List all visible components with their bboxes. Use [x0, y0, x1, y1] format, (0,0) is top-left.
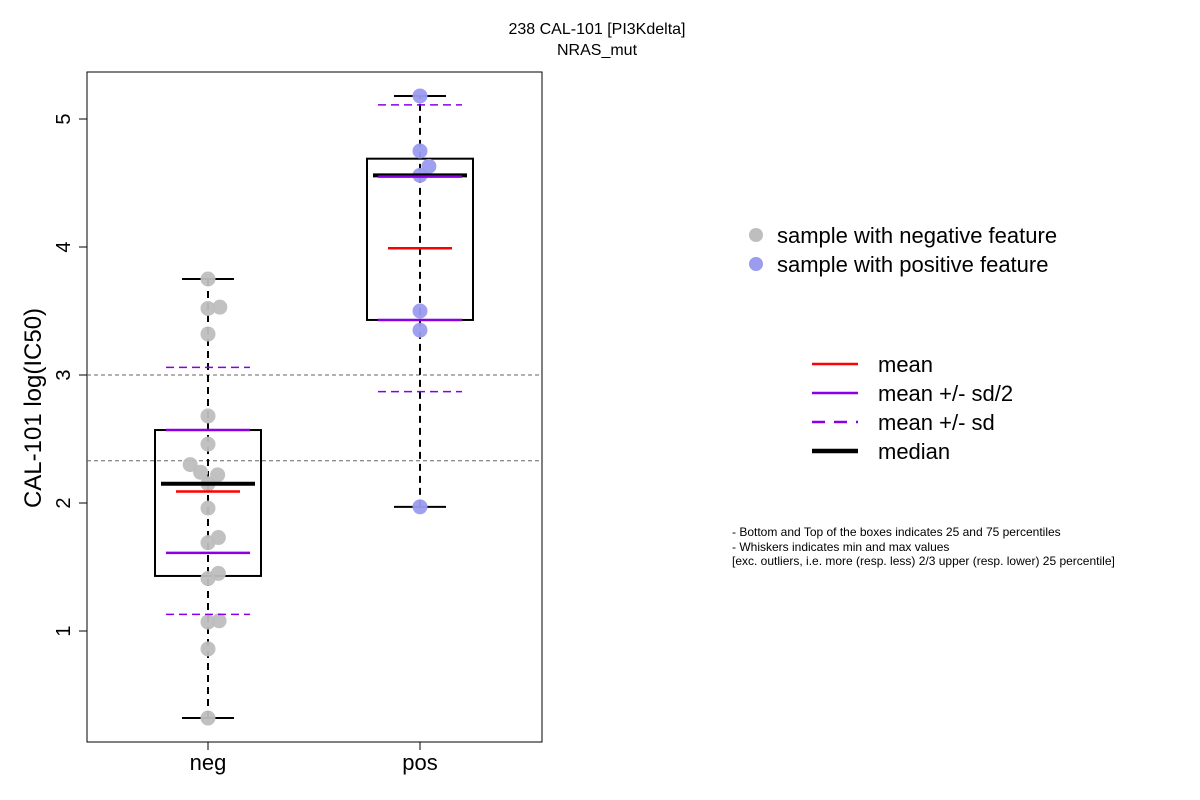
data-point	[200, 271, 216, 287]
data-point	[211, 613, 227, 629]
data-point	[200, 326, 216, 342]
legend-line-label: mean +/- sd	[878, 410, 995, 435]
y-tick-label: 2	[53, 497, 75, 508]
note-line-1: - Bottom and Top of the boxes indicates …	[732, 525, 1061, 539]
notes: - Bottom and Top of the boxes indicates …	[732, 525, 1115, 569]
note-line-3: [exc. outliers, i.e. more (resp. less) 2…	[732, 554, 1115, 568]
legend-point-label: sample with negative feature	[777, 223, 1057, 248]
data-point	[412, 322, 428, 338]
data-point	[200, 641, 216, 657]
data-point	[412, 499, 428, 515]
y-tick-label: 1	[53, 625, 75, 636]
data-point	[200, 571, 216, 587]
y-axis-label: CAL-101 log(IC50)	[20, 308, 47, 508]
legend-line-label: mean +/- sd/2	[878, 381, 1013, 406]
data-point	[200, 436, 216, 452]
chart-subtitle: NRAS_mut	[557, 42, 638, 59]
data-point	[200, 300, 216, 316]
note-line-2: - Whiskers indicates min and max values	[732, 539, 950, 554]
legend-point-label: sample with positive feature	[777, 252, 1048, 277]
legend-point-marker	[749, 257, 763, 271]
x-tick-label: pos	[402, 750, 437, 775]
data-point	[182, 457, 198, 473]
y-tick-label: 4	[53, 241, 75, 252]
data-point	[412, 143, 428, 159]
legend-point-marker	[749, 228, 763, 242]
y-tick-label: 3	[53, 369, 75, 380]
x-tick-label: neg	[190, 750, 227, 775]
data-point	[210, 467, 226, 483]
data-point	[193, 464, 209, 480]
data-point	[200, 710, 216, 726]
data-point	[412, 88, 428, 104]
y-tick-label: 5	[53, 113, 75, 124]
data-point	[200, 614, 216, 630]
data-point	[200, 535, 216, 551]
data-point	[212, 299, 228, 315]
data-point	[412, 303, 428, 319]
chart-title: 238 CAL-101 [PI3Kdelta]	[508, 21, 685, 38]
data-point	[200, 408, 216, 424]
legend-line-label: mean	[878, 352, 933, 377]
legend-line-label: median	[878, 439, 950, 464]
data-point	[200, 500, 216, 516]
